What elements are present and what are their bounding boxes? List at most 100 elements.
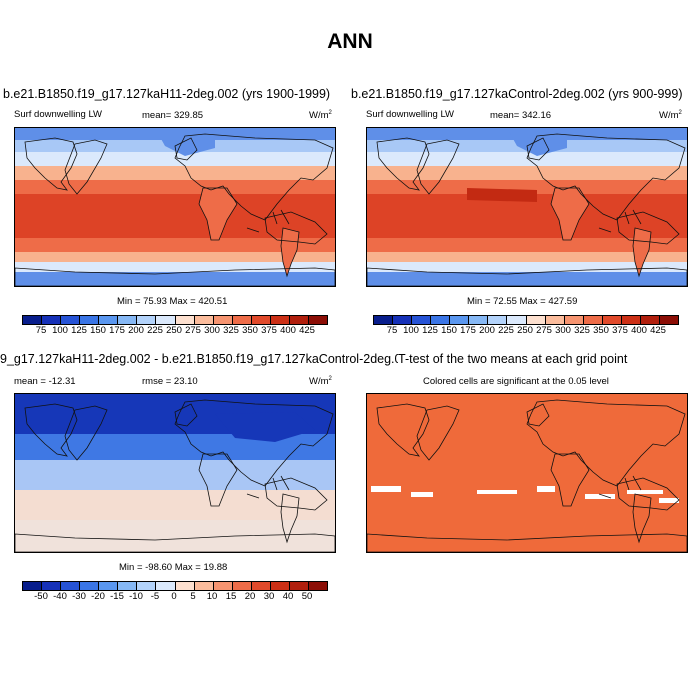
- colorbar-tick-label: 275: [185, 325, 201, 336]
- coastline: [632, 227, 652, 278]
- test-mean-label: mean= 329.85: [142, 110, 204, 121]
- coastline: [367, 533, 687, 552]
- colorbar-swatch: [289, 582, 309, 590]
- colorbar-swatch: [156, 582, 176, 590]
- diff-colorbar-ticks: -50 -40 -30 -20 -15 -10 -5 0 5 10 15 20 30 40 50: [22, 591, 326, 603]
- colorbar-swatch: [526, 316, 546, 324]
- colorbar-tick-label: 20: [244, 591, 256, 602]
- colorbar-swatch: [23, 582, 43, 590]
- test-units-label: W/m2: [309, 110, 332, 122]
- field-greenland-cold: [507, 128, 567, 156]
- coastline: [616, 211, 680, 245]
- colorbar-tick-label: -5: [150, 591, 160, 602]
- colorbar-tick-label: 75: [386, 325, 398, 336]
- non-significant-cells: [659, 498, 679, 503]
- colorbar-swatch: [61, 316, 81, 324]
- field-band-south-midlat: [367, 252, 687, 262]
- diff-rmse-label: rmse = 23.10: [142, 376, 198, 387]
- colorbar-tick-label: 150: [90, 325, 106, 336]
- colorbar-swatch: [431, 316, 451, 324]
- field-band-boreal: [15, 152, 335, 166]
- diff-mean-label: mean = -12.31: [14, 376, 76, 387]
- coastline: [24, 403, 78, 457]
- colorbar-swatch: [602, 316, 622, 324]
- diff-band-south-pole: [15, 520, 335, 552]
- colorbar-swatch: [42, 582, 62, 590]
- control-mean-label: mean= 342.16: [490, 110, 552, 121]
- test-variable-label: Surf downwelling LW: [14, 109, 103, 120]
- colorbar-tick-label: 175: [109, 325, 125, 336]
- colorbar-swatch: [308, 582, 327, 590]
- colorbar-swatch: [469, 316, 489, 324]
- diff-minmax-label: Min = -98.60 Max = 19.88: [119, 562, 228, 573]
- colorbar-tick-label: 125: [71, 325, 87, 336]
- non-significant-cells: [585, 494, 615, 499]
- coastline: [198, 453, 238, 507]
- coastline: [632, 493, 652, 544]
- colorbar-swatch: [374, 316, 394, 324]
- colorbar-swatch: [175, 582, 195, 590]
- colorbar-swatch: [194, 582, 214, 590]
- coastline: [376, 403, 430, 457]
- colorbar-tick-label: 200: [479, 325, 495, 336]
- diff-asia-strong: [215, 412, 315, 442]
- colorbar-swatch: [23, 316, 43, 324]
- field-band-boreal: [367, 152, 687, 166]
- colorbar-swatch: [213, 582, 233, 590]
- coastline: [264, 211, 328, 245]
- colorbar-swatch: [61, 582, 81, 590]
- colorbar-tick-label: 15: [225, 591, 237, 602]
- colorbar-tick-label: 400: [631, 325, 647, 336]
- coastline: [198, 187, 238, 241]
- coastline: [246, 209, 290, 233]
- colorbar-swatch: [583, 316, 603, 324]
- coastline: [174, 137, 198, 161]
- coastline: [526, 137, 550, 161]
- control-colorbar-ticks: 75 100 125 150 175 200 225 250 275 300 325 350 375 40…: [373, 325, 677, 337]
- colorbar-tick-label: 40: [282, 591, 294, 602]
- colorbar-tick-label: 5: [190, 591, 196, 602]
- control-units-label: W/m2: [659, 110, 682, 122]
- test-colorbar: [22, 315, 328, 325]
- coastline: [526, 133, 686, 221]
- coastline: [15, 533, 335, 552]
- field-band-antarctic: [367, 272, 687, 286]
- coastline: [174, 399, 334, 487]
- colorbar-swatch: [137, 316, 157, 324]
- colorbar-swatch: [659, 316, 678, 324]
- field-band-southern-ocean: [367, 262, 687, 272]
- diff-band-tropic-weak: [15, 460, 335, 490]
- colorbar-swatch: [507, 316, 527, 324]
- colorbar-swatch: [412, 316, 432, 324]
- colorbar-tick-label: 350: [242, 325, 258, 336]
- colorbar-tick-label: 100: [52, 325, 68, 336]
- colorbar-tick-label: 10: [206, 591, 218, 602]
- colorbar-swatch: [156, 316, 176, 324]
- colorbar-swatch: [42, 316, 62, 324]
- coastline: [64, 139, 108, 195]
- colorbar-swatch: [99, 316, 119, 324]
- field-band-subtropic: [15, 180, 335, 194]
- colorbar-tick-label: 150: [441, 325, 457, 336]
- colorbar-swatch: [99, 582, 119, 590]
- coastline: [367, 267, 687, 286]
- colorbar-swatch: [251, 582, 271, 590]
- non-significant-cells: [371, 486, 401, 492]
- colorbar-tick-label: 275: [536, 325, 552, 336]
- control-map: [366, 127, 688, 287]
- colorbar-tick-label: 50: [301, 591, 313, 602]
- colorbar-tick-label: -15: [110, 591, 124, 602]
- field-band-antarctic: [15, 272, 335, 286]
- signif-base: [367, 394, 687, 552]
- colorbar-swatch: [545, 316, 565, 324]
- field-band-midlat: [367, 166, 687, 180]
- coastline: [280, 227, 300, 278]
- coastline: [526, 403, 550, 427]
- colorbar-swatch: [232, 316, 252, 324]
- diff-panel-title: 9_g17.127kaH11-2deg.002 - b.e21.B1850.f1…: [0, 352, 416, 366]
- colorbar-swatch: [289, 316, 309, 324]
- colorbar-tick-label: 300: [204, 325, 220, 336]
- colorbar-tick-label: 425: [650, 325, 666, 336]
- colorbar-tick-label: 0: [171, 591, 177, 602]
- field-band-southern-ocean: [15, 262, 335, 272]
